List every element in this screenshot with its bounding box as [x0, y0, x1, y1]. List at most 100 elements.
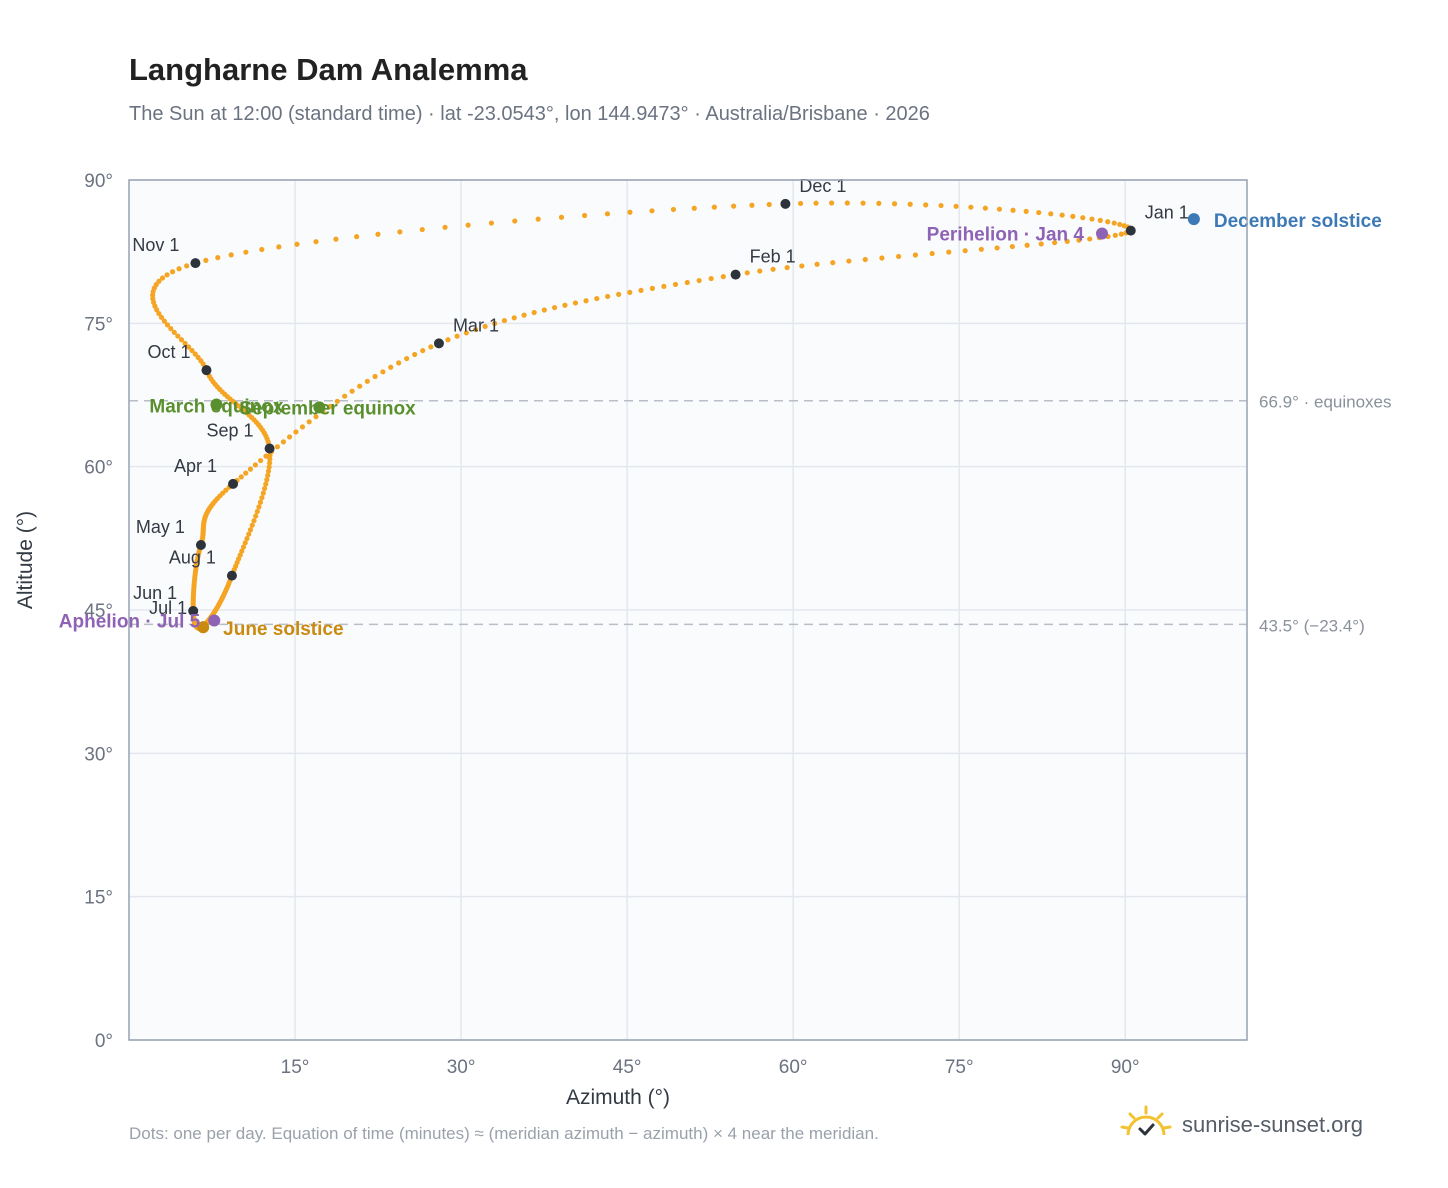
- daily-sun-dot: [333, 236, 339, 242]
- daily-sun-dot: [978, 246, 984, 252]
- event-marker: [208, 614, 221, 627]
- month-marker-label: Dec 1: [799, 176, 846, 196]
- daily-sun-dot: [482, 323, 488, 330]
- daily-sun-dot: [249, 522, 255, 528]
- daily-sun-dot: [799, 263, 805, 269]
- y-tick-label: 45°: [84, 601, 113, 622]
- daily-sun-dot: [923, 202, 929, 208]
- daily-sun-dot: [240, 544, 247, 550]
- daily-sun-dot: [238, 474, 244, 480]
- daily-sun-dot: [251, 518, 257, 524]
- event-marker: [313, 401, 326, 414]
- daily-sun-dot: [259, 495, 265, 501]
- plot-frame: [128, 179, 1248, 1041]
- daily-sun-dot: [604, 211, 611, 217]
- daily-sun-dot: [711, 204, 717, 210]
- month-marker: [433, 338, 444, 349]
- daily-sun-dot: [397, 229, 403, 235]
- daily-sun-dot: [582, 212, 588, 219]
- daily-sun-dot: [465, 222, 471, 228]
- daily-sun-dot: [243, 470, 249, 476]
- daily-sun-dot: [175, 333, 181, 339]
- daily-sun-dot: [512, 218, 518, 224]
- daily-sun-dot: [535, 216, 541, 222]
- daily-sun-dot: [243, 249, 249, 255]
- daily-sun-dot: [501, 317, 508, 324]
- daily-sun-dot: [256, 504, 262, 510]
- daily-sun-dot: [860, 200, 866, 206]
- daily-sun-dot: [158, 314, 165, 320]
- daily-sun-dot: [511, 315, 517, 321]
- brand-logo[interactable]: sunrise-sunset.org: [1120, 1100, 1363, 1150]
- daily-sun-dot: [1038, 241, 1044, 247]
- reference-line-label: 66.9° · equinoxes: [1259, 393, 1392, 412]
- daily-sun-dot: [953, 203, 959, 209]
- daily-sun-dot: [968, 204, 974, 210]
- daily-sun-dot: [583, 298, 589, 304]
- daily-sun-dot: [228, 252, 234, 258]
- daily-sun-dot: [814, 261, 820, 267]
- daily-sun-dot: [1023, 208, 1029, 214]
- daily-sun-dot: [672, 281, 679, 288]
- event-marker: [197, 621, 210, 634]
- month-marker-label: Feb 1: [750, 247, 796, 267]
- event-label: Perihelion · Jan 4: [927, 225, 1085, 246]
- daily-sun-dot: [1052, 240, 1058, 246]
- daily-sun-dot: [388, 364, 394, 370]
- daily-sun-dot: [1076, 237, 1082, 243]
- month-marker-label: Mar 1: [453, 315, 499, 335]
- daily-sun-dot: [1089, 216, 1095, 222]
- daily-sun-dot: [164, 322, 171, 328]
- event-marker: [210, 398, 223, 411]
- daily-sun-dot: [357, 383, 363, 389]
- daily-sun-dot: [372, 373, 378, 380]
- daily-sun-dot: [192, 351, 198, 357]
- daily-sun-dot: [770, 266, 776, 272]
- daily-sun-dot: [195, 354, 201, 361]
- daily-sun-dot: [463, 330, 469, 336]
- daily-sun-dot: [798, 200, 804, 207]
- month-marker-label: Aug 1: [169, 548, 216, 568]
- daily-sun-dot: [946, 249, 952, 255]
- daily-sun-dot: [708, 275, 714, 282]
- daily-sun-dot: [184, 263, 190, 269]
- daily-sun-dot: [257, 457, 264, 464]
- daily-sun-dot: [1105, 219, 1111, 225]
- month-marker-label: Sep 1: [207, 421, 254, 441]
- daily-sun-dot: [844, 200, 850, 206]
- daily-sun-dot: [412, 351, 418, 358]
- x-tick-label: 30°: [447, 1057, 476, 1078]
- month-marker: [226, 570, 237, 581]
- daily-sun-dot: [239, 548, 245, 554]
- daily-sun-dot: [334, 398, 340, 404]
- daily-sun-dot: [605, 293, 611, 300]
- daily-sun-dot: [1064, 238, 1070, 245]
- daily-sun-dot: [260, 490, 266, 496]
- daily-sun-dot: [266, 460, 273, 466]
- sun-logo-icon: [1120, 1105, 1172, 1136]
- daily-sun-dot: [1097, 217, 1103, 223]
- daily-sun-dot: [259, 246, 265, 253]
- daily-sun-dot: [962, 248, 968, 254]
- month-marker: [730, 269, 741, 280]
- daily-sun-dot: [299, 424, 306, 430]
- daily-sun-dot: [265, 468, 272, 474]
- daily-sun-dot: [354, 234, 360, 240]
- daily-sun-dot: [276, 244, 282, 250]
- daily-sun-dot: [454, 333, 460, 339]
- daily-sun-dot: [1117, 221, 1123, 228]
- daily-sun-dot: [558, 214, 565, 220]
- daily-sun-dot: [313, 414, 319, 420]
- daily-sun-dot: [156, 278, 162, 284]
- daily-sun-dot: [178, 337, 185, 343]
- daily-sun-dot: [696, 277, 702, 284]
- month-marker: [1125, 225, 1136, 236]
- event-marker: [1095, 227, 1108, 240]
- month-marker-label: Apr 1: [174, 456, 217, 476]
- daily-sun-dot: [364, 378, 370, 384]
- reference-lines: 66.9° · equinoxes 43.5° (−23.4°): [129, 393, 1392, 635]
- daily-sun-dot: [784, 264, 790, 271]
- daily-sun-dot: [396, 360, 402, 366]
